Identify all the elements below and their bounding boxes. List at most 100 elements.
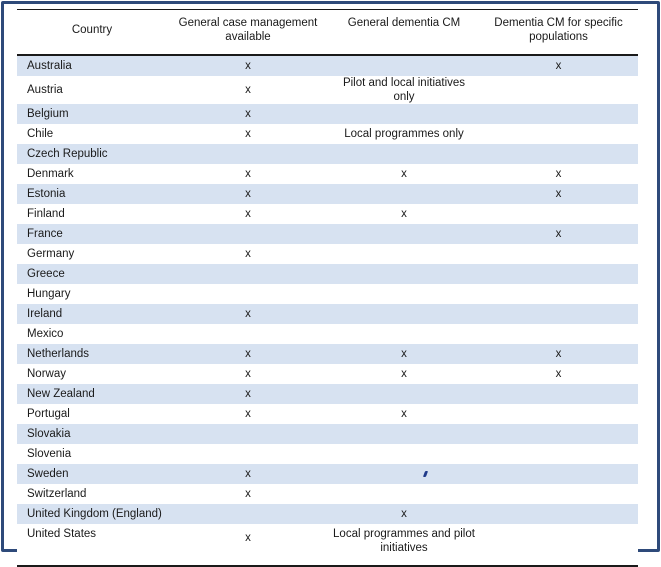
cell-country: Netherlands — [17, 344, 167, 364]
cell-general-cm: x — [167, 304, 329, 324]
table-row: Australia x x — [17, 55, 638, 76]
cell-general-cm — [167, 424, 329, 444]
table-row: Hungary — [17, 284, 638, 304]
table-row: United Kingdom (England) x — [17, 504, 638, 524]
header-specific-cm: Dementia CM for specific populations — [479, 9, 638, 56]
table-row: Sweden x — [17, 464, 638, 484]
cell-dementia-cm — [329, 304, 479, 324]
cell-dementia-cm — [329, 324, 479, 344]
cell-specific-cm — [479, 76, 638, 104]
table-row: Portugal x x — [17, 404, 638, 424]
cell-specific-cm — [479, 444, 638, 464]
cell-country: Mexico — [17, 324, 167, 344]
cell-general-cm: x — [167, 55, 329, 76]
cell-dementia-cm: x — [329, 504, 479, 524]
table-row: Switzerland x — [17, 484, 638, 504]
cell-specific-cm — [479, 104, 638, 124]
cell-general-cm — [167, 284, 329, 304]
cell-dementia-cm — [329, 104, 479, 124]
table-container: Country General case management availabl… — [17, 9, 638, 567]
cell-specific-cm: x — [479, 55, 638, 76]
cell-specific-cm — [479, 464, 638, 484]
table-row: Estonia x x — [17, 184, 638, 204]
cell-general-cm: x — [167, 104, 329, 124]
cell-dementia-cm: x — [329, 404, 479, 424]
cell-general-cm: x — [167, 184, 329, 204]
cell-specific-cm — [479, 404, 638, 424]
cell-general-cm — [167, 144, 329, 164]
table-row: France x — [17, 224, 638, 244]
case-management-table: Country General case management availabl… — [17, 9, 638, 567]
cell-specific-cm — [479, 264, 638, 284]
cell-country: Hungary — [17, 284, 167, 304]
cell-general-cm: x — [167, 404, 329, 424]
cell-dementia-cm — [329, 224, 479, 244]
table-row: Mexico — [17, 324, 638, 344]
cell-specific-cm: x — [479, 364, 638, 384]
cell-dementia-cm — [329, 144, 479, 164]
cell-country: Estonia — [17, 184, 167, 204]
cell-general-cm: x — [167, 384, 329, 404]
cell-country: Switzerland — [17, 484, 167, 504]
cell-specific-cm — [479, 424, 638, 444]
cell-general-cm: x — [167, 124, 329, 144]
cell-dementia-cm: x — [329, 344, 479, 364]
table-row: Netherlands x x x — [17, 344, 638, 364]
cell-specific-cm: x — [479, 164, 638, 184]
cell-general-cm: x — [167, 364, 329, 384]
cell-dementia-cm: x — [329, 164, 479, 184]
cell-general-cm: x — [167, 76, 329, 104]
cell-country: Germany — [17, 244, 167, 264]
table-row: Norway x x x — [17, 364, 638, 384]
cell-general-cm: x — [167, 344, 329, 364]
cell-specific-cm — [479, 504, 638, 524]
cell-country: New Zealand — [17, 384, 167, 404]
cell-specific-cm — [479, 144, 638, 164]
cell-dementia-cm — [329, 284, 479, 304]
cell-general-cm: x — [167, 464, 329, 484]
cell-dementia-cm — [329, 55, 479, 76]
cell-general-cm: x — [167, 484, 329, 504]
cell-general-cm — [167, 504, 329, 524]
cell-country: Belgium — [17, 104, 167, 124]
table-row: Slovenia — [17, 444, 638, 464]
cell-country: Australia — [17, 55, 167, 76]
cell-general-cm: x — [167, 244, 329, 264]
cell-country: Slovenia — [17, 444, 167, 464]
cell-dementia-cm: Local programmes only — [329, 124, 479, 144]
cell-country: Denmark — [17, 164, 167, 184]
table-row: Finland x x — [17, 204, 638, 224]
cell-specific-cm — [479, 244, 638, 264]
cell-dementia-cm: Local programmes and pilot initiatives — [329, 524, 479, 567]
cell-specific-cm — [479, 284, 638, 304]
cell-country: Ireland — [17, 304, 167, 324]
cell-dementia-cm — [329, 464, 479, 484]
table-row: Ireland x — [17, 304, 638, 324]
cell-country: Czech Republic — [17, 144, 167, 164]
cell-country: Greece — [17, 264, 167, 284]
cell-country: Norway — [17, 364, 167, 384]
cell-country: Slovakia — [17, 424, 167, 444]
cell-dementia-cm: x — [329, 204, 479, 224]
cell-specific-cm — [479, 204, 638, 224]
cell-general-cm: x — [167, 164, 329, 184]
table-row: Germany x — [17, 244, 638, 264]
header-dementia-cm: General dementia CM — [329, 9, 479, 56]
cell-general-cm — [167, 264, 329, 284]
cell-general-cm: x — [167, 524, 329, 567]
table-row: Slovakia — [17, 424, 638, 444]
cell-country: Sweden — [17, 464, 167, 484]
cell-general-cm — [167, 444, 329, 464]
cell-country: Portugal — [17, 404, 167, 424]
cell-country: United States — [17, 524, 167, 567]
cell-specific-cm — [479, 484, 638, 504]
stray-mark-icon — [422, 471, 428, 477]
cell-general-cm: x — [167, 204, 329, 224]
cell-dementia-cm — [329, 484, 479, 504]
cell-country: United Kingdom (England) — [17, 504, 167, 524]
cell-country: Chile — [17, 124, 167, 144]
table-header: Country General case management availabl… — [17, 9, 638, 56]
cell-general-cm — [167, 224, 329, 244]
cell-specific-cm — [479, 324, 638, 344]
